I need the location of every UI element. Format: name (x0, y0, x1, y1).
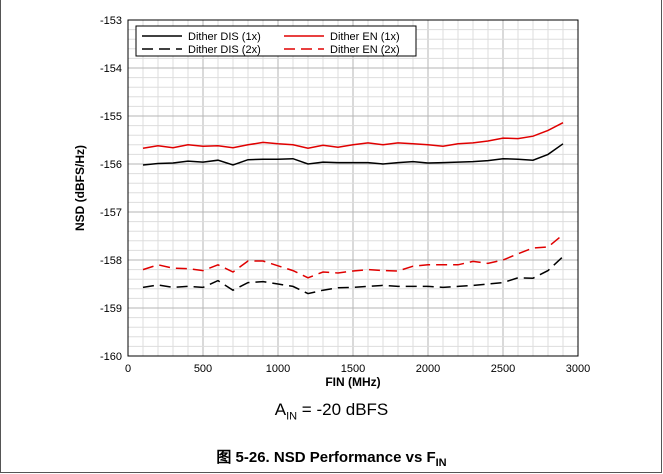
condition-suffix: = -20 dBFS (297, 400, 389, 419)
x-axis-label: FIN (MHz) (325, 375, 380, 389)
legend-box (135, 25, 417, 57)
legend: Dither DIS (1x) Dither EN (1x) Dither DIS … (135, 25, 417, 57)
y-tick-label: -155 (100, 111, 122, 123)
x-tick-label: 2500 (491, 363, 515, 375)
x-tick-label: 2000 (416, 363, 440, 375)
y-tick-label: -156 (100, 159, 122, 171)
condition-prefix: A (274, 400, 287, 419)
input-amplitude-condition: AIN = -20 dBFS (0, 400, 663, 422)
caption-subscript: IN (435, 457, 447, 469)
series-line-3 (142, 234, 564, 279)
series-line-0 (142, 143, 564, 166)
x-tick-label: 500 (194, 363, 212, 375)
legend-label: Dither DIS (2x) (188, 44, 261, 56)
x-tick-label: 0 (125, 363, 131, 375)
plot-border (127, 19, 579, 357)
y-tick-label: -160 (100, 351, 122, 363)
grid (128, 20, 578, 356)
nsd-chart: 0 500 1000 1500 2000 2500 3000 -160 -159 -158 -157… (73, 15, 590, 389)
y-tick-label: -154 (100, 63, 122, 75)
condition-subscript: IN (286, 410, 298, 423)
series-line-2 (142, 256, 564, 295)
tick-labels: 0 500 1000 1500 2000 2500 3000 -160 -159 -158 -157… (100, 15, 590, 375)
legend-label: Dither EN (2x) (330, 44, 400, 56)
y-axis-label: NSD (dBFS/Hz) (73, 145, 87, 231)
x-tick-label: 1000 (266, 363, 290, 375)
caption-text: 图 5-26. NSD Performance vs F (216, 449, 436, 466)
legend-label: Dither EN (1x) (330, 31, 400, 43)
x-tick-label: 1500 (341, 363, 365, 375)
y-tick-label: -157 (100, 207, 122, 219)
figure-caption: 图 5-26. NSD Performance vs FIN (0, 446, 663, 469)
x-tick-label: 3000 (566, 363, 590, 375)
legend-label: Dither DIS (1x) (188, 31, 261, 43)
y-tick-label: -153 (100, 15, 122, 27)
y-tick-label: -158 (100, 255, 122, 267)
y-tick-label: -159 (100, 303, 122, 315)
series-layer (142, 122, 564, 295)
series-line-1 (142, 122, 564, 149)
